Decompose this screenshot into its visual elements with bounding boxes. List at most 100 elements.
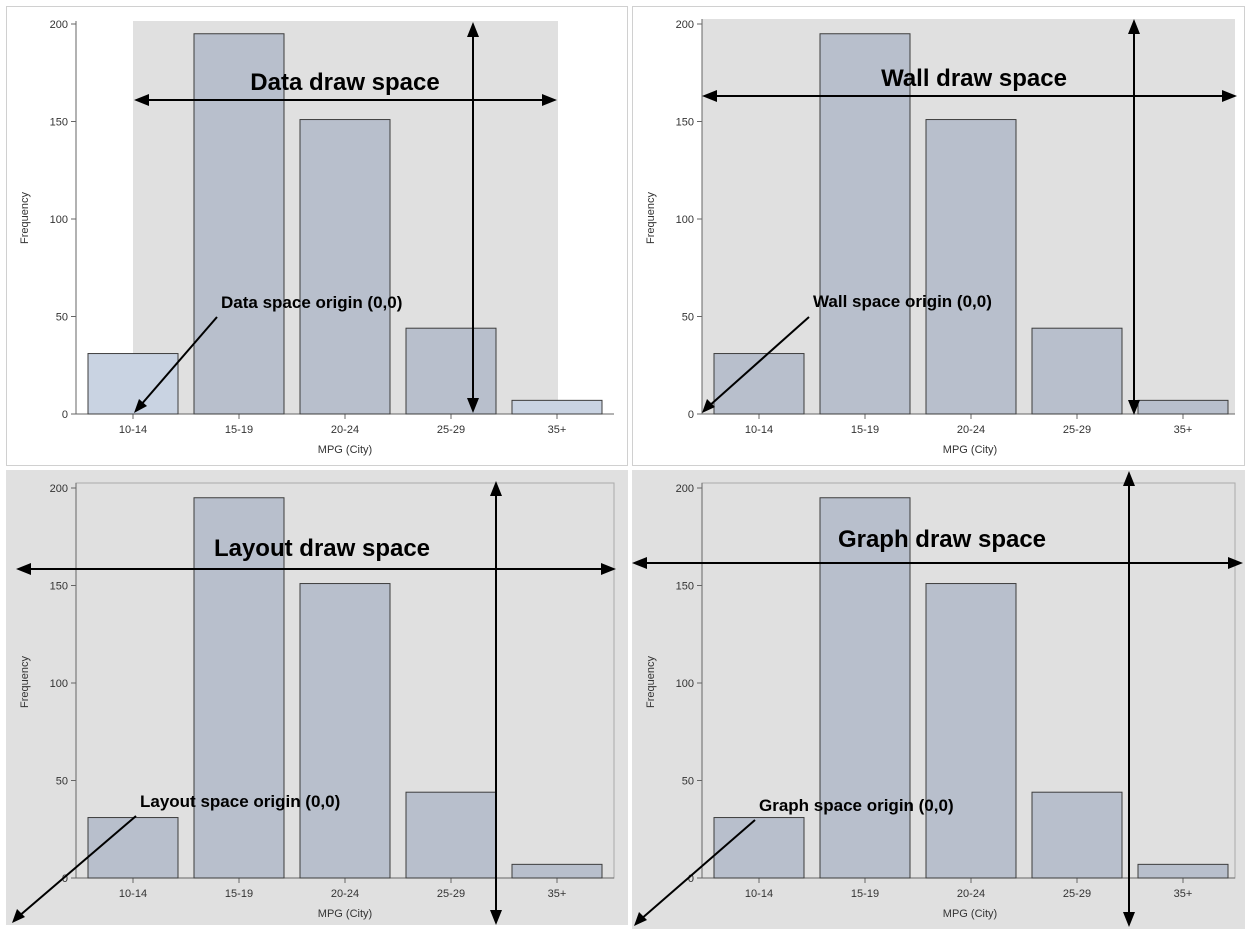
x-axis: 10-14 15-19 20-24 25-29 35+ MPG (City) (76, 877, 614, 920)
origin-pointer (139, 316, 218, 407)
y-tick-label: 50 (682, 312, 694, 324)
arrowhead-up (1123, 471, 1135, 486)
x-tick-label: 10-14 (119, 888, 147, 900)
y-tick-label: 150 (676, 581, 694, 593)
annotations: Layout draw space Layout space origin (0… (12, 481, 616, 925)
bar-25-29 (405, 791, 497, 879)
origin-label: Graph space origin (0,0) (759, 796, 954, 815)
x-tick-label: 10-14 (119, 424, 147, 436)
y-axis-label: Frequency (19, 656, 31, 708)
origin-pointer (707, 316, 810, 408)
y-axis-label: Frequency (19, 192, 31, 244)
bar-35+ (1137, 863, 1229, 879)
arrowhead-down (490, 910, 502, 925)
chart-layout-draw-space: 0 50 100 150 200 Frequency 10-14 15-19 20-24 25… (6, 470, 628, 925)
x-tick-label: 35+ (548, 424, 567, 436)
bar-25-29 (1031, 791, 1123, 879)
x-tick-label: 35+ (1174, 424, 1193, 436)
bar-10-14 (87, 817, 179, 879)
bar-20-24 (925, 583, 1017, 879)
chart-graph-draw-space: 0 50 100 150 200 Frequency 10-14 15-19 20-24 25… (632, 470, 1245, 929)
arrowhead-down (1128, 400, 1140, 415)
origin-arrowhead (634, 912, 647, 926)
annotation-title: Data draw space (250, 69, 439, 96)
arrowhead-left (702, 90, 717, 102)
annotations: Wall draw space Wall space origin (0,0) (702, 19, 1237, 415)
annotation-title: Wall draw space (881, 65, 1067, 92)
origin-label: Data space origin (0,0) (221, 293, 402, 312)
x-tick-label: 15-19 (225, 888, 253, 900)
x-tick-label: 15-19 (225, 424, 253, 436)
bar-25-29 (1031, 327, 1123, 415)
y-tick-label: 0 (688, 873, 694, 885)
y-tick-label: 150 (50, 117, 68, 129)
y-tick-label: 200 (50, 19, 68, 31)
y-tick-label: 200 (50, 483, 68, 495)
y-tick-label: 200 (676, 19, 694, 31)
bar-25-29 (405, 327, 497, 415)
x-axis-label: MPG (City) (943, 908, 997, 920)
arrowhead-left (134, 94, 149, 106)
bar-35+ (1137, 399, 1229, 415)
arrowhead-up (467, 22, 479, 37)
origin-pointer (639, 819, 756, 921)
x-tick-label: 20-24 (957, 888, 985, 900)
origin-label: Wall space origin (0,0) (813, 292, 992, 311)
y-axis: 0 50 100 150 200 Frequency (645, 19, 703, 421)
y-axis: 0 50 100 150 200 Frequency (19, 19, 77, 421)
y-tick-label: 0 (688, 409, 694, 421)
y-tick-label: 100 (676, 214, 694, 226)
arrowhead-right (1222, 90, 1237, 102)
y-tick-label: 150 (676, 117, 694, 129)
y-tick-label: 50 (56, 776, 68, 788)
y-tick-label: 200 (676, 483, 694, 495)
y-tick-label: 50 (682, 776, 694, 788)
bar-15-19 (193, 497, 285, 879)
chart-data-draw-space: 0 50 100 150 200 Frequency 10-14 15-19 20-24 25… (6, 6, 628, 466)
origin-arrowhead (702, 399, 715, 413)
y-tick-label: 100 (50, 214, 68, 226)
annotation-title: Graph draw space (838, 526, 1046, 553)
bar-15-19 (819, 497, 911, 879)
x-tick-label: 35+ (1174, 888, 1193, 900)
x-axis-label: MPG (City) (943, 444, 997, 456)
y-axis-label: Frequency (645, 656, 657, 708)
origin-arrowhead (12, 909, 25, 923)
x-tick-label: 15-19 (851, 424, 879, 436)
x-tick-label: 25-29 (1063, 424, 1091, 436)
origin-label: Layout space origin (0,0) (140, 792, 340, 811)
bar-10-14 (87, 353, 179, 415)
arrowhead-up (1128, 19, 1140, 34)
x-tick-label: 10-14 (745, 888, 773, 900)
arrowhead-down (1123, 912, 1135, 927)
x-axis-label: MPG (City) (318, 908, 372, 920)
x-tick-label: 25-29 (437, 424, 465, 436)
annotations: Graph draw space Graph space origin (0,0… (632, 471, 1243, 927)
arrowhead-left (16, 563, 31, 575)
y-axis: 0 50 100 150 200 Frequency (19, 483, 77, 885)
bar-35+ (511, 863, 603, 879)
x-axis-label: MPG (City) (318, 444, 372, 456)
y-tick-label: 150 (50, 581, 68, 593)
bar-15-19 (193, 33, 285, 415)
y-tick-label: 100 (50, 678, 68, 690)
x-tick-label: 25-29 (1063, 888, 1091, 900)
arrowhead-up (490, 481, 502, 496)
x-tick-label: 20-24 (331, 424, 359, 436)
y-tick-label: 100 (676, 678, 694, 690)
y-axis: 0 50 100 150 200 Frequency (645, 483, 703, 885)
bar-20-24 (925, 119, 1017, 415)
chart-wall-draw-space: 0 50 100 150 200 Frequency 10-14 15-19 20-24 25… (632, 6, 1245, 466)
bar-35+ (511, 399, 603, 415)
y-axis-label: Frequency (645, 192, 657, 244)
x-tick-label: 20-24 (957, 424, 985, 436)
x-tick-label: 35+ (548, 888, 567, 900)
arrowhead-left (632, 557, 647, 569)
panel-data-draw-space: 0 50 100 150 200 Frequency 10-14 15-19 20-24 25… (6, 6, 628, 466)
y-tick-label: 0 (62, 873, 68, 885)
bar-20-24 (299, 583, 391, 879)
arrowhead-right (601, 563, 616, 575)
bar-20-24 (299, 119, 391, 415)
bar-10-14 (713, 817, 805, 879)
arrowhead-right (1228, 557, 1243, 569)
